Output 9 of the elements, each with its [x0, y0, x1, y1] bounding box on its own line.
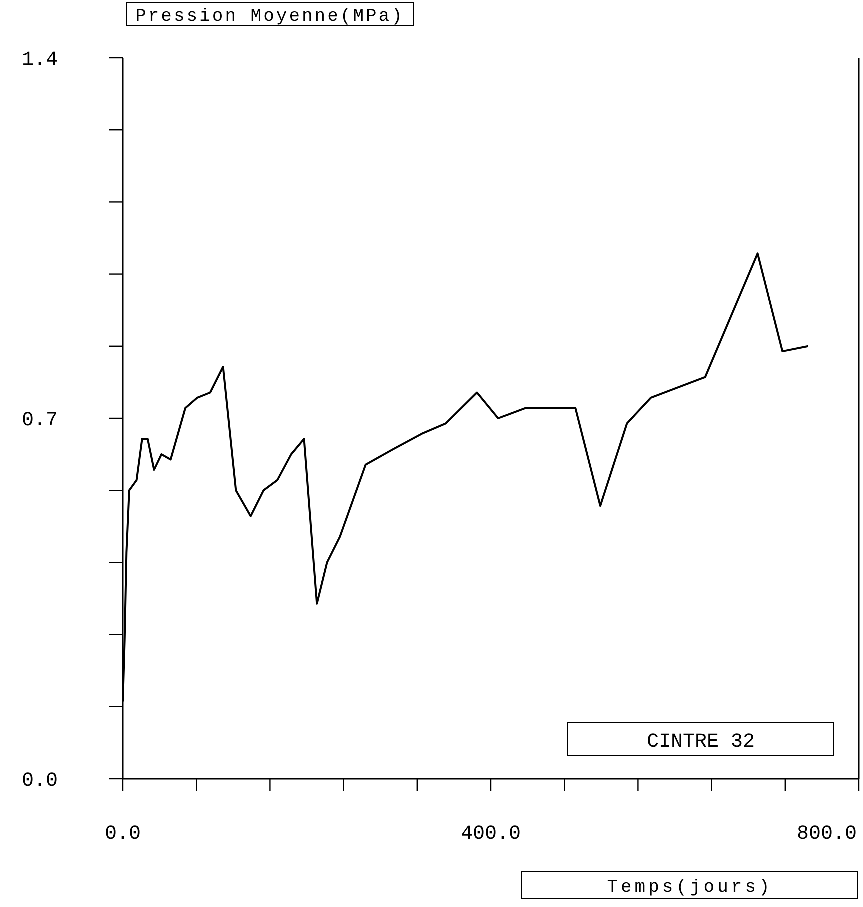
y-axis-title: Pression Moyenne(MPa) [136, 7, 404, 27]
y-tick-label: 0.0 [22, 770, 58, 793]
y-tick-label: 0.7 [22, 410, 58, 432]
y-tick-label: 1.4 [22, 49, 58, 72]
x-tick-label: 400.0 [460, 823, 522, 846]
x-tick-label: 800.0 [796, 823, 858, 846]
x-axis-title: Temps(jours) [607, 878, 773, 898]
annotation: CINTRE 32 [646, 731, 756, 754]
x-tick-label: 0.0 [104, 823, 142, 846]
